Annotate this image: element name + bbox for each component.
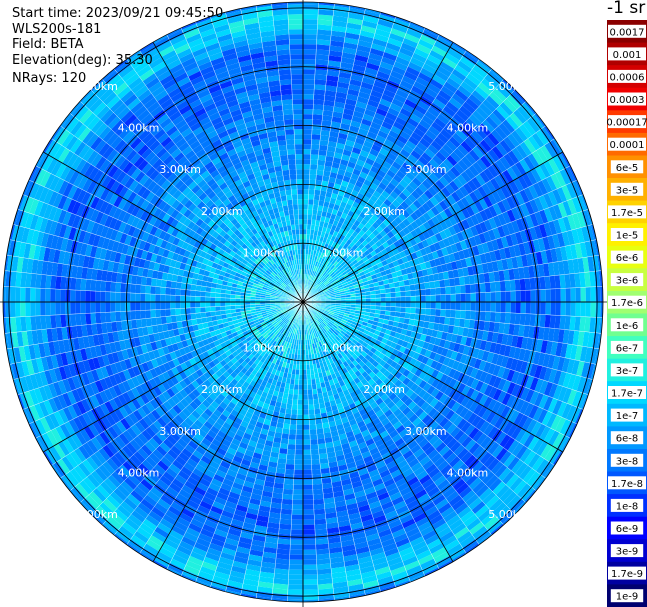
colorbar: 0.0017 0.001 0.0006 0.0003 0.00017 0.0001 6e-5… — [607, 20, 647, 607]
nrays-label: NRays: 120 — [12, 71, 87, 86]
field-label: Field: BETA — [12, 37, 84, 52]
ring-label: 5.00km — [76, 508, 118, 521]
range-ring — [243, 242, 363, 362]
colorbar-label-bg — [608, 24, 646, 38]
ring-label: 4.00km — [447, 466, 489, 479]
colorbar-label-bg — [610, 250, 644, 264]
colorbar-tick-label: 1e-8 — [616, 501, 639, 512]
colorbar-label-bg — [610, 273, 644, 287]
azimuth-spoke — [302, 151, 563, 303]
azimuth-spoke — [42, 301, 304, 453]
polar-grid — [0, 0, 607, 607]
ring-label: 2.00km — [201, 205, 243, 218]
azimuth-spoke — [302, 301, 563, 453]
ring-label: 1.00km — [322, 246, 364, 259]
ppi-plot: 1.00km 1.00km 1.00km 1.00km 2.00km 2.00km 2.00… — [0, 0, 607, 607]
colorbar-label-bg — [608, 205, 646, 219]
colorbar-label-bg — [610, 363, 644, 377]
colorbar-label-bg — [608, 386, 646, 399]
colorbar-tick-label: 6e-7 — [616, 343, 639, 354]
colorbar-label-bg — [610, 408, 644, 422]
colorbar-tick-label: 6e-8 — [616, 434, 639, 445]
ring-label: 1.00km — [243, 342, 285, 355]
colorbar-tick-label: 0.0006 — [610, 72, 645, 83]
azimuth-spoke — [152, 41, 304, 303]
colorbar-tick-label: 1.7e-9 — [611, 569, 643, 580]
colorbar-label-bg — [608, 69, 646, 83]
colorbar-tick-label: 1.7e-5 — [611, 208, 643, 219]
ring-label: 3.00km — [405, 425, 447, 438]
colorbar-label-bg — [608, 295, 646, 309]
ring-label: 4.00km — [447, 122, 489, 135]
range-ring — [67, 66, 539, 538]
colorbar-label-bg — [608, 47, 646, 61]
colorbar-label-bg — [610, 544, 644, 558]
ring-label: 5.00km — [76, 80, 118, 93]
ring-label: 1.00km — [243, 246, 285, 259]
colorbar-label-bg — [610, 182, 644, 196]
azimuth-spoke — [42, 151, 304, 303]
azimuth-spoke — [302, 301, 454, 562]
colorbar-label-bg — [610, 453, 644, 467]
colorbar-tick-label: 1.7e-7 — [611, 389, 643, 400]
azimuth-spoke — [152, 301, 304, 562]
colorbar-tick-label: 0.0003 — [610, 95, 645, 106]
colorbar-tick-label: 6e-9 — [616, 524, 639, 535]
ring-label: 2.00km — [363, 383, 405, 396]
range-ring — [126, 125, 480, 479]
ppi-gates — [3, 2, 603, 602]
colorbar-tick-label: 3e-7 — [616, 366, 639, 377]
colorbar-label-bg — [608, 137, 646, 151]
azimuth-spoke — [302, 41, 454, 303]
colorbar-tick-label: 6e-6 — [616, 253, 639, 264]
outer-ring — [2, 1, 604, 603]
ring-label: 2.00km — [363, 205, 405, 218]
colorbar-label-bg — [610, 160, 644, 174]
ring-label: 1.00km — [322, 342, 364, 355]
colorbar-tick-label: 1.7e-8 — [611, 479, 643, 490]
colorbar-tick-label: 3e-6 — [616, 276, 639, 287]
colorbar-label-bg — [610, 521, 644, 535]
colorbar-tick-label: 1.7e-6 — [611, 298, 643, 309]
colorbar-label-bg — [608, 476, 646, 490]
colorbar-label-bg — [608, 92, 646, 106]
colorbar-label-bg — [610, 498, 644, 512]
colorbar-label-bg — [608, 115, 646, 129]
colorbar-label-bg — [610, 589, 644, 603]
colorbar-tick-label: 3e-8 — [616, 456, 639, 467]
colorbar-label-bg — [610, 228, 644, 241]
ring-label: 4.00km — [118, 466, 160, 479]
ring-label: 3.00km — [159, 425, 201, 438]
ring-label: 2.00km — [201, 383, 243, 396]
colorbar-tick-label: 1e-5 — [616, 231, 639, 242]
ring-label: 5.00km — [488, 80, 530, 93]
range-ring — [184, 183, 421, 420]
colorbar-tick-label: 1e-9 — [616, 592, 639, 603]
ring-label: 3.00km — [159, 163, 201, 176]
colorbar-tick-label: 3e-5 — [616, 185, 639, 196]
ring-labels: 1.00km 1.00km 1.00km 1.00km 2.00km 2.00km 2.00… — [76, 80, 530, 521]
colorbar-tick-label: 0.00017 — [607, 118, 647, 129]
elevation-label: Elevation(deg): 35.30 — [12, 53, 153, 68]
colorbar-label-bg — [610, 431, 644, 445]
colorbar-tick-label: 1e-6 — [616, 321, 639, 332]
colorbar-tick-label: 0.001 — [613, 50, 642, 61]
colorbar-label-bg — [608, 566, 646, 580]
colorbar-unit: -1 sr — [607, 0, 646, 18]
colorbar-label-bg — [610, 340, 644, 354]
ring-label: 3.00km — [405, 163, 447, 176]
ring-label: 4.00km — [118, 122, 160, 135]
colorbar-label-bg — [610, 318, 644, 332]
range-ring — [8, 7, 598, 597]
colorbar-tick-label: 0.0001 — [610, 140, 645, 151]
colorbar-tick-label: 0.0017 — [610, 27, 645, 38]
colorbar-tick-label: 1e-7 — [616, 411, 639, 422]
colorbar-tick-label: 3e-9 — [616, 547, 639, 558]
colorbar-tick-label: 6e-5 — [616, 163, 639, 174]
ring-label: 5.00km — [488, 508, 530, 521]
start-time-label: Start time: 2023/09/21 09:45:50 — [12, 6, 224, 21]
device-label: WLS200s-181 — [12, 22, 102, 37]
